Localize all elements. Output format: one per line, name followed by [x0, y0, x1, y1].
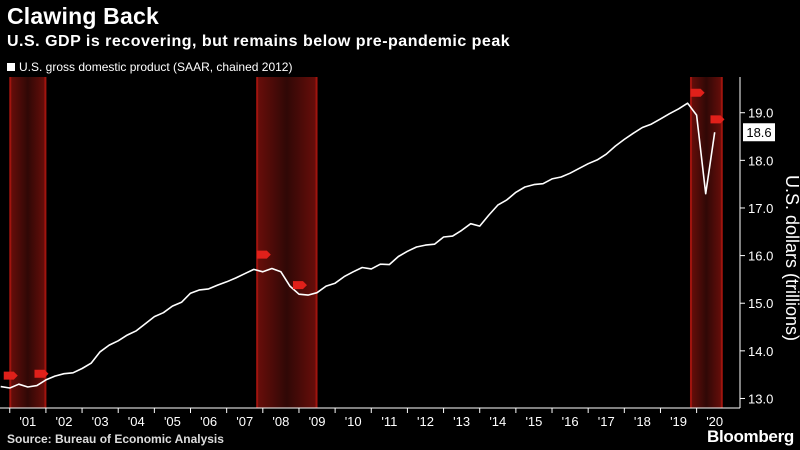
recession-end-marker — [710, 115, 725, 124]
axes — [0, 77, 741, 409]
y-tick-label: 14.0 — [748, 344, 773, 359]
last-value-box — [743, 123, 775, 142]
x-tick-label: '10 — [345, 414, 362, 429]
x-tick-label: '08 — [272, 414, 289, 429]
chart-title: Clawing Back — [7, 3, 159, 29]
y-tick-label: 13.0 — [748, 391, 773, 406]
recession-markers — [3, 88, 725, 380]
x-tick-label: '07 — [236, 414, 253, 429]
recession-band — [256, 77, 318, 408]
chart-subtitle: U.S. GDP is recovering, but remains belo… — [7, 33, 511, 50]
x-tick-label: '13 — [453, 414, 470, 429]
x-tick-label: '15 — [525, 414, 542, 429]
y-axis-ticks: 13.0 14.0 15.0 16.0 17.0 18.0 19.0 18.6 — [740, 106, 775, 406]
legend-swatch — [7, 63, 15, 71]
source-note: Source: Bureau of Economic Analysis — [7, 432, 224, 446]
recession-start-marker — [256, 250, 271, 259]
x-tick-label: '04 — [128, 414, 145, 429]
bloomberg-logo: Bloomberg — [706, 427, 794, 446]
legend: U.S. gross domestic product (SAAR, chain… — [7, 60, 292, 74]
x-tick-label: '17 — [598, 414, 615, 429]
recession-band — [690, 77, 723, 408]
y-tick-label: 15.0 — [748, 296, 773, 311]
x-tick-label: '11 — [381, 414, 397, 429]
recession-start-marker-shape — [256, 250, 271, 259]
x-tick-label: '14 — [489, 414, 506, 429]
x-tick-label: '02 — [56, 414, 73, 429]
x-tick-label: '18 — [634, 414, 651, 429]
series-layer — [0, 102, 716, 389]
recession-start-marker-shape — [3, 371, 18, 380]
x-tick-label: '01 — [19, 414, 36, 429]
recession-end-marker-shape — [292, 281, 307, 290]
x-axis-ticks: '01 '02 '03 '04 '05 '06 '07 '08 '09 '10 '11 '12 '13 '… — [9, 408, 723, 429]
recession-start-marker — [3, 371, 18, 380]
y-axis-label: U.S. dollars (trillions) — [782, 175, 800, 341]
x-tick-label: '16 — [562, 414, 579, 429]
y-tick-label: 17.0 — [748, 201, 773, 216]
x-tick-label: '03 — [92, 414, 109, 429]
x-tick-label: '12 — [417, 414, 434, 429]
x-tick-label: '09 — [309, 414, 326, 429]
recession-band — [9, 77, 46, 408]
y-tick-label: 19.0 — [748, 106, 773, 121]
y-tick-label: 18.0 — [748, 153, 773, 168]
recession-start-marker — [690, 88, 705, 97]
legend-label: U.S. gross domestic product (SAAR, chain… — [19, 60, 293, 74]
recession-end-marker — [34, 369, 49, 378]
recession-end-marker — [292, 281, 307, 290]
x-tick-label: '19 — [670, 414, 687, 429]
recession-start-marker-shape — [690, 88, 705, 97]
last-value-label: 18.6 — [746, 125, 771, 140]
series-line — [0, 102, 716, 389]
x-tick-label: '06 — [200, 414, 217, 429]
x-tick-label: '05 — [164, 414, 181, 429]
x-tick-label: '20 — [706, 414, 723, 429]
recession-end-marker-shape — [710, 115, 725, 124]
recession-bands — [9, 77, 723, 408]
y-tick-label: 16.0 — [748, 249, 773, 264]
recession-end-marker-shape — [34, 369, 49, 378]
